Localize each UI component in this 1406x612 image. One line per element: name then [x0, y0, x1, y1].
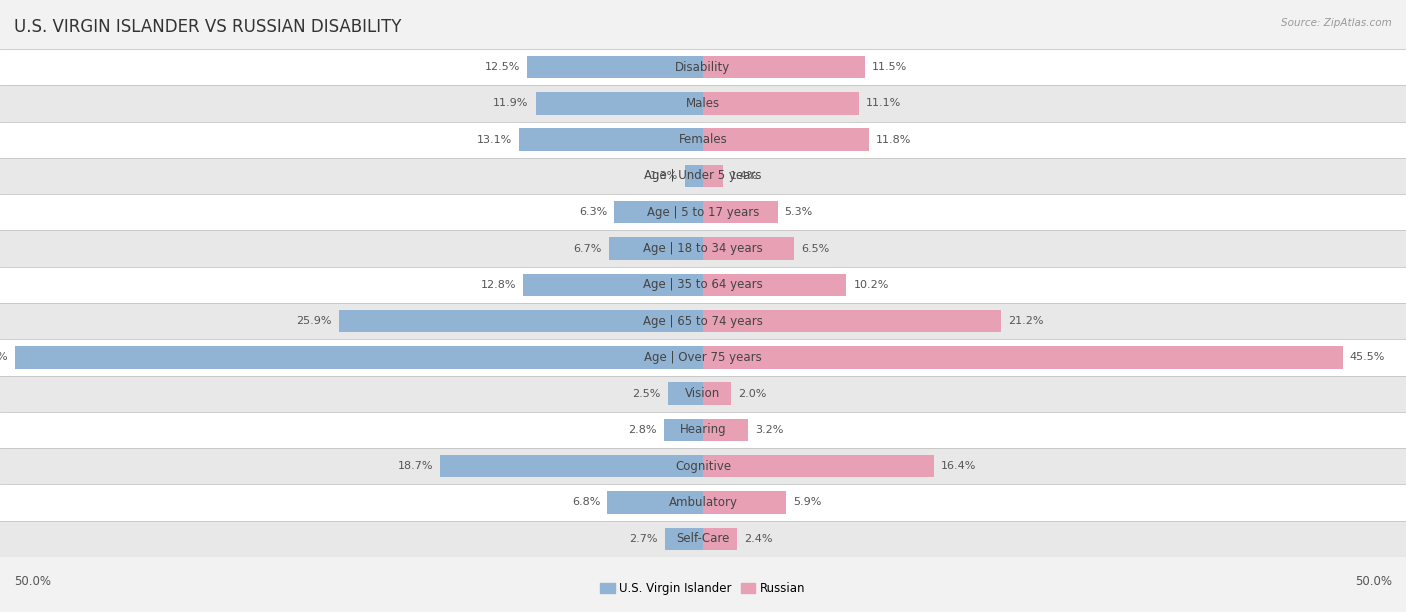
Bar	[0, 230, 1406, 267]
Text: 11.1%: 11.1%	[866, 99, 901, 108]
Text: Males: Males	[686, 97, 720, 110]
Text: Vision: Vision	[685, 387, 721, 400]
Bar	[536, 92, 703, 114]
Bar	[523, 274, 703, 296]
Bar	[609, 237, 703, 259]
Bar	[703, 237, 794, 259]
Text: 11.9%: 11.9%	[494, 99, 529, 108]
Text: 6.5%: 6.5%	[801, 244, 830, 253]
Text: 3.2%: 3.2%	[755, 425, 783, 435]
Bar	[440, 455, 703, 477]
Text: 45.5%: 45.5%	[1350, 353, 1385, 362]
Text: Age | 5 to 17 years: Age | 5 to 17 years	[647, 206, 759, 218]
Bar	[703, 455, 934, 477]
Text: 11.8%: 11.8%	[876, 135, 911, 144]
Text: 6.3%: 6.3%	[579, 207, 607, 217]
Bar	[703, 419, 748, 441]
Bar	[703, 274, 846, 296]
Text: 18.7%: 18.7%	[398, 461, 433, 471]
Bar	[703, 92, 859, 114]
Text: 2.7%: 2.7%	[630, 534, 658, 544]
Bar	[339, 310, 703, 332]
Text: Self-Care: Self-Care	[676, 532, 730, 545]
Bar	[0, 339, 1406, 376]
Text: 6.7%: 6.7%	[574, 244, 602, 253]
Bar	[527, 56, 703, 78]
Bar	[703, 528, 737, 550]
Text: 2.4%: 2.4%	[744, 534, 772, 544]
Text: 2.8%: 2.8%	[628, 425, 657, 435]
Text: Age | Under 5 years: Age | Under 5 years	[644, 170, 762, 182]
Text: Disability: Disability	[675, 61, 731, 73]
Text: 1.4%: 1.4%	[730, 171, 758, 181]
Text: 6.8%: 6.8%	[572, 498, 600, 507]
Text: 50.0%: 50.0%	[14, 575, 51, 588]
Bar	[0, 158, 1406, 194]
Bar	[614, 201, 703, 223]
Bar	[0, 303, 1406, 339]
Text: U.S. VIRGIN ISLANDER VS RUSSIAN DISABILITY: U.S. VIRGIN ISLANDER VS RUSSIAN DISABILI…	[14, 18, 402, 36]
Bar	[519, 129, 703, 151]
Bar	[0, 521, 1406, 557]
Bar	[668, 382, 703, 405]
Bar	[703, 382, 731, 405]
Bar	[665, 528, 703, 550]
Bar	[703, 56, 865, 78]
Legend: U.S. Virgin Islander, Russian: U.S. Virgin Islander, Russian	[596, 578, 810, 600]
Text: 11.5%: 11.5%	[872, 62, 907, 72]
Bar	[0, 49, 1406, 85]
Text: 13.1%: 13.1%	[477, 135, 512, 144]
Text: 5.3%: 5.3%	[785, 207, 813, 217]
Bar	[0, 484, 1406, 521]
Bar	[0, 122, 1406, 158]
Text: 10.2%: 10.2%	[853, 280, 889, 290]
Bar	[703, 310, 1001, 332]
Text: 21.2%: 21.2%	[1008, 316, 1043, 326]
Bar	[703, 491, 786, 513]
Text: 2.5%: 2.5%	[633, 389, 661, 398]
Text: Source: ZipAtlas.com: Source: ZipAtlas.com	[1281, 18, 1392, 28]
Bar	[15, 346, 703, 368]
Text: 2.0%: 2.0%	[738, 389, 766, 398]
Text: 16.4%: 16.4%	[941, 461, 976, 471]
Bar	[664, 419, 703, 441]
Bar	[0, 448, 1406, 484]
Text: Females: Females	[679, 133, 727, 146]
Bar	[0, 267, 1406, 303]
Text: Age | 65 to 74 years: Age | 65 to 74 years	[643, 315, 763, 327]
Bar	[0, 412, 1406, 448]
Text: 50.0%: 50.0%	[1355, 575, 1392, 588]
Bar	[703, 346, 1343, 368]
Bar	[703, 165, 723, 187]
Text: Age | Over 75 years: Age | Over 75 years	[644, 351, 762, 364]
Bar	[0, 85, 1406, 122]
Text: Hearing: Hearing	[679, 424, 727, 436]
Text: 1.3%: 1.3%	[650, 171, 678, 181]
Bar	[0, 194, 1406, 230]
Text: 48.9%: 48.9%	[0, 353, 8, 362]
Bar	[703, 201, 778, 223]
Text: 12.8%: 12.8%	[481, 280, 516, 290]
Text: 12.5%: 12.5%	[485, 62, 520, 72]
Text: Age | 18 to 34 years: Age | 18 to 34 years	[643, 242, 763, 255]
Text: 25.9%: 25.9%	[297, 316, 332, 326]
Bar	[0, 376, 1406, 412]
Bar	[607, 491, 703, 513]
Bar	[703, 129, 869, 151]
Text: Ambulatory: Ambulatory	[668, 496, 738, 509]
Bar	[685, 165, 703, 187]
Text: Age | 35 to 64 years: Age | 35 to 64 years	[643, 278, 763, 291]
Text: 5.9%: 5.9%	[793, 498, 821, 507]
Text: Cognitive: Cognitive	[675, 460, 731, 472]
